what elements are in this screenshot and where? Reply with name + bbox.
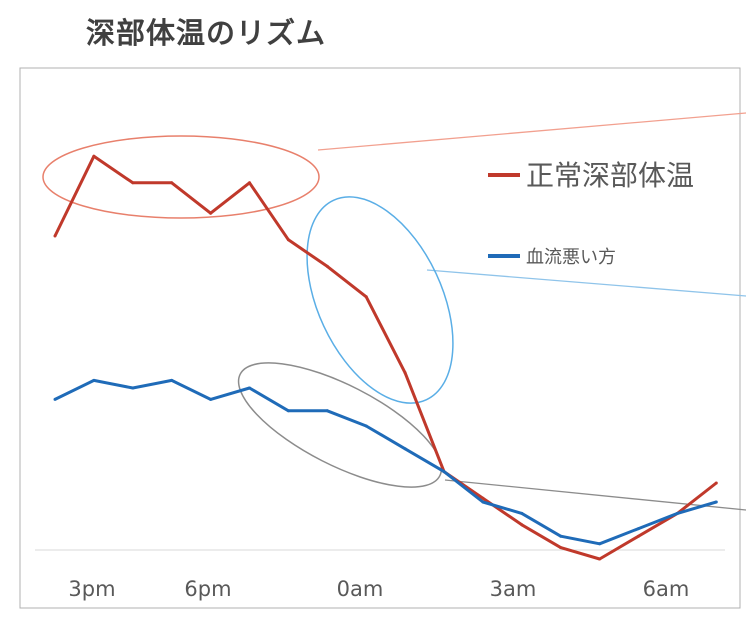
callout-line-red [317,112,746,151]
data-point-s1-2 [131,386,135,390]
data-point-s1-5 [248,386,251,390]
x-tick-label-4: 6am [643,577,690,601]
data-point-s0-5 [248,181,251,185]
callout-line-gray [444,479,746,511]
data-point-s1-15 [637,527,640,531]
x-tick-label-2: 0am [337,577,384,601]
data-point-s0-1 [92,154,96,158]
data-point-s0-12 [520,523,524,527]
data-point-s1-16 [675,511,679,515]
data-point-s0-7 [325,264,329,268]
x-tick-label-0: 3pm [68,577,115,601]
data-point-s1-8 [364,424,368,428]
data-point-s0-11 [481,496,485,500]
data-point-s1-11 [481,500,485,504]
data-point-s0-4 [209,211,213,215]
series-line-1 [54,378,717,546]
data-point-s1-14 [598,542,602,546]
data-point-s0-17 [714,481,718,485]
data-point-s1-7 [325,409,329,413]
x-tick-label-1: 6pm [184,577,231,601]
annotation-ellipse-red [42,135,320,219]
data-point-s0-9 [403,371,407,375]
data-point-s0-0 [53,234,57,238]
legend-label-series-1: 血流悪い方 [526,247,616,268]
x-tick-label-3: 3am [490,577,537,601]
series-line-0 [53,154,718,561]
data-point-s1-17 [714,500,718,504]
data-point-s1-4 [209,397,213,401]
data-point-s0-14 [598,557,602,561]
legend: 正常深部体温 血流悪い方 [488,159,694,268]
data-point-s1-3 [170,378,174,382]
data-point-s1-10 [442,470,446,474]
data-point-s1-0 [53,397,57,401]
data-point-s0-8 [364,295,368,299]
x-tick-layer: 3pm 6pm 0am 3am 6am [68,577,689,601]
data-point-s1-9 [403,447,407,451]
data-point-s1-6 [286,409,290,413]
data-point-s1-1 [92,378,96,382]
plot-frame [19,67,741,609]
annotation-ellipse-gray [237,362,443,488]
data-point-s0-15 [637,534,640,538]
legend-label-series-0: 正常深部体温 [526,159,694,192]
data-point-s0-3 [170,181,174,185]
data-point-s0-2 [131,181,135,185]
data-point-s0-6 [286,238,290,242]
annotation-ellipse-blue [306,196,454,404]
data-point-s1-12 [520,511,524,515]
data-point-s1-13 [559,534,563,538]
series-layer [53,154,718,561]
callout-line-blue [426,269,746,297]
data-point-s0-13 [559,546,563,550]
chart-title: 深部体温のリズム [86,16,327,50]
